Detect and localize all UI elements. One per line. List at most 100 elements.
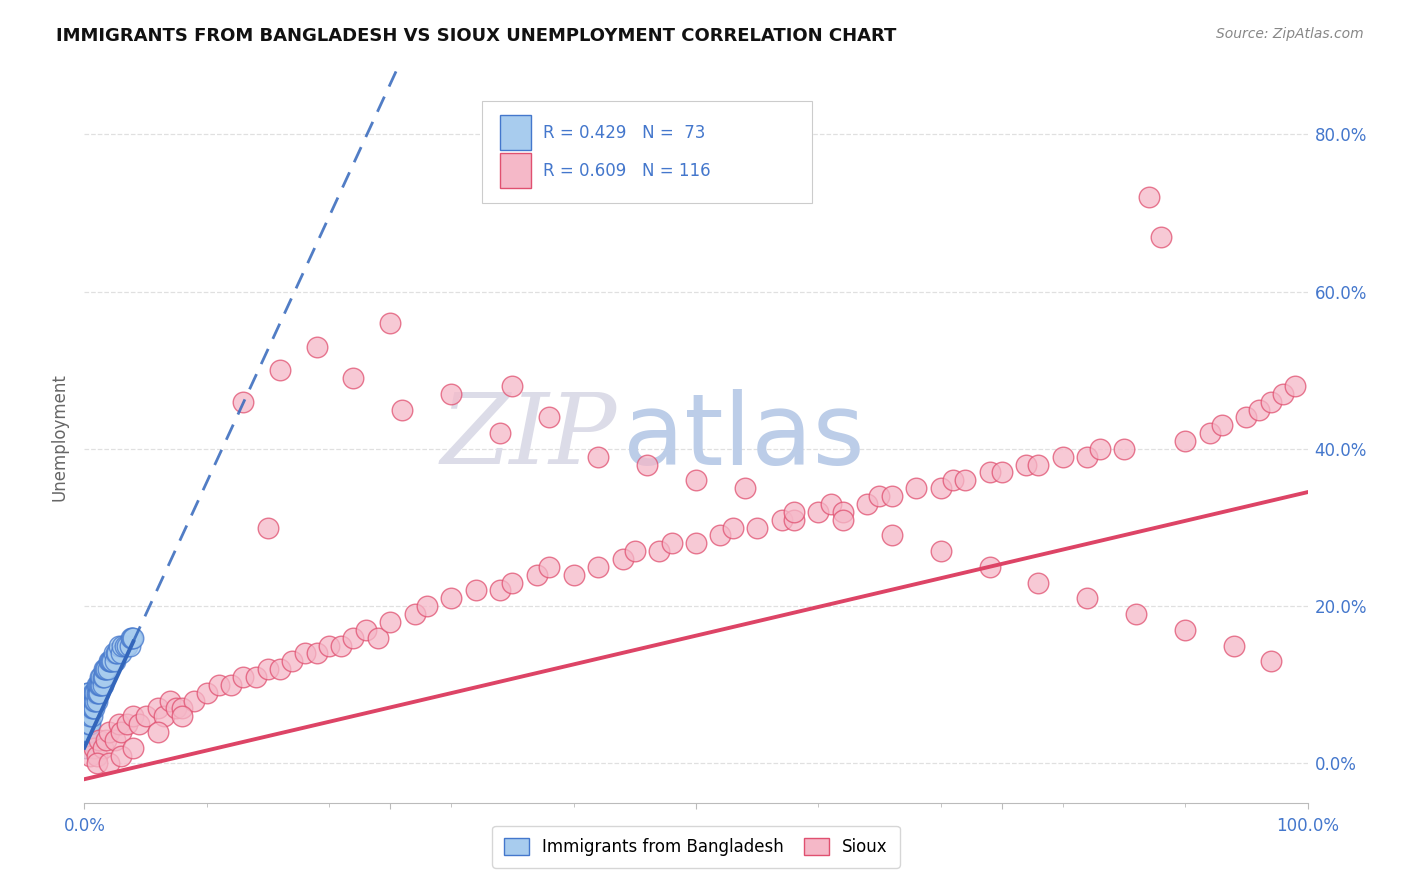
Y-axis label: Unemployment: Unemployment [51, 373, 69, 501]
Immigrants from Bangladesh [111, 639, 134, 653]
Sioux [165, 701, 187, 715]
Text: R = 0.609   N = 116: R = 0.609 N = 116 [543, 161, 710, 180]
Immigrants from Bangladesh [77, 717, 100, 731]
Sioux [122, 740, 145, 755]
Sioux [110, 748, 132, 763]
Sioux [354, 623, 377, 637]
Text: R = 0.429   N =  73: R = 0.429 N = 73 [543, 124, 706, 142]
Immigrants from Bangladesh [79, 701, 101, 715]
Immigrants from Bangladesh [77, 693, 100, 707]
Sioux [880, 489, 903, 503]
Immigrants from Bangladesh [80, 709, 103, 723]
Sioux [110, 725, 132, 739]
Sioux [734, 481, 756, 495]
Sioux [281, 654, 304, 668]
Sioux [721, 520, 744, 534]
Immigrants from Bangladesh [93, 662, 115, 676]
Immigrants from Bangladesh [97, 662, 120, 676]
Sioux [526, 567, 548, 582]
Immigrants from Bangladesh [84, 686, 107, 700]
Bar [501, 153, 531, 188]
Immigrants from Bangladesh [100, 654, 122, 668]
Sioux [294, 646, 316, 660]
Sioux [183, 693, 205, 707]
Immigrants from Bangladesh [104, 654, 127, 668]
Sioux [1260, 654, 1282, 668]
Immigrants from Bangladesh [87, 678, 110, 692]
Immigrants from Bangladesh [93, 670, 115, 684]
Bar [501, 115, 531, 151]
Text: ZIP: ZIP [440, 390, 616, 484]
Sioux [1076, 591, 1098, 606]
Sioux [502, 575, 524, 590]
Immigrants from Bangladesh [114, 639, 136, 653]
Immigrants from Bangladesh [75, 725, 97, 739]
Sioux [104, 732, 127, 747]
Sioux [1272, 387, 1295, 401]
Sioux [440, 591, 463, 606]
Sioux [440, 387, 463, 401]
Sioux [305, 646, 328, 660]
Immigrants from Bangladesh [96, 662, 118, 676]
Immigrants from Bangladesh [90, 678, 112, 692]
Sioux [79, 748, 101, 763]
Sioux [747, 520, 769, 534]
Immigrants from Bangladesh [79, 717, 101, 731]
Sioux [685, 536, 707, 550]
Immigrants from Bangladesh [76, 693, 98, 707]
Sioux [1015, 458, 1038, 472]
Sioux [1174, 623, 1197, 637]
Sioux [269, 363, 291, 377]
Immigrants from Bangladesh [77, 693, 100, 707]
Immigrants from Bangladesh [89, 678, 111, 692]
Sioux [232, 670, 254, 684]
Immigrants from Bangladesh [98, 654, 121, 668]
Immigrants from Bangladesh [80, 701, 103, 715]
Legend: Immigrants from Bangladesh, Sioux: Immigrants from Bangladesh, Sioux [492, 826, 900, 868]
Immigrants from Bangladesh [82, 701, 104, 715]
Sioux [122, 709, 145, 723]
Immigrants from Bangladesh [77, 701, 100, 715]
Sioux [1114, 442, 1136, 456]
Sioux [953, 473, 976, 487]
Immigrants from Bangladesh [86, 678, 108, 692]
Immigrants from Bangladesh [79, 693, 101, 707]
Immigrants from Bangladesh [89, 670, 111, 684]
Immigrants from Bangladesh [76, 686, 98, 700]
Sioux [586, 559, 609, 574]
Sioux [318, 639, 340, 653]
Sioux [146, 701, 169, 715]
Sioux [1174, 434, 1197, 448]
Immigrants from Bangladesh [86, 693, 108, 707]
Immigrants from Bangladesh [105, 646, 128, 660]
Immigrants from Bangladesh [82, 686, 104, 700]
Immigrants from Bangladesh [118, 639, 141, 653]
Immigrants from Bangladesh [87, 686, 110, 700]
Immigrants from Bangladesh [75, 740, 97, 755]
Sioux [1260, 394, 1282, 409]
Sioux [489, 583, 512, 598]
Sioux [856, 497, 879, 511]
Sioux [869, 489, 891, 503]
Immigrants from Bangladesh [75, 732, 97, 747]
Sioux [562, 567, 585, 582]
Sioux [624, 544, 647, 558]
Sioux [612, 552, 634, 566]
Sioux [96, 732, 118, 747]
Sioux [979, 559, 1001, 574]
Sioux [1247, 402, 1270, 417]
Sioux [195, 686, 218, 700]
Sioux [586, 450, 609, 464]
Sioux [380, 316, 402, 330]
Sioux [1125, 607, 1147, 621]
Sioux [783, 505, 806, 519]
Sioux [219, 678, 242, 692]
Immigrants from Bangladesh [76, 725, 98, 739]
Sioux [367, 631, 389, 645]
Sioux [391, 402, 413, 417]
Sioux [1137, 190, 1160, 204]
Sioux [269, 662, 291, 676]
Immigrants from Bangladesh [76, 717, 98, 731]
Immigrants from Bangladesh [121, 631, 143, 645]
Immigrants from Bangladesh [83, 693, 105, 707]
